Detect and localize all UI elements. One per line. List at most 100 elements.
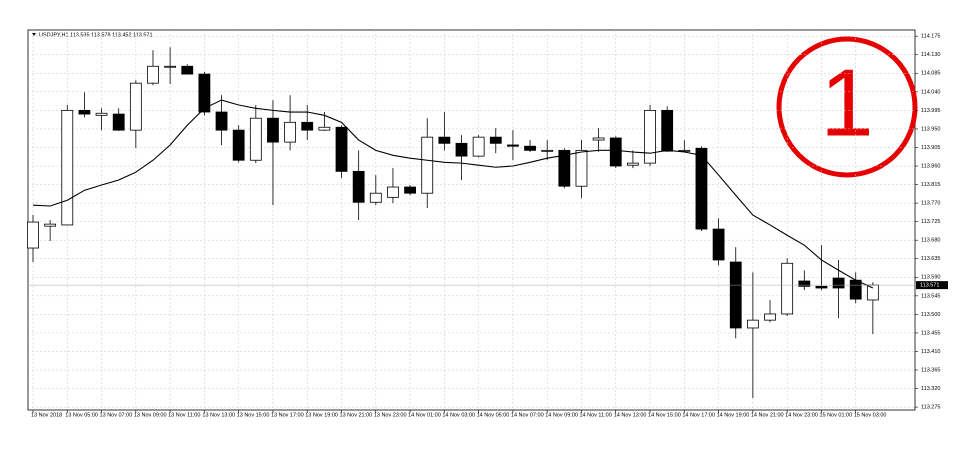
candle-body [284, 121, 297, 143]
candle-body [798, 280, 811, 287]
moving-average [32, 99, 874, 289]
menu-icon [32, 33, 36, 36]
x-tick-label: 14 Nov 07:00 [511, 412, 544, 418]
y-tick-label: 114.085 [921, 71, 940, 77]
candle-body [267, 117, 279, 143]
x-tick-label: 13 Nov 23:00 [374, 412, 407, 418]
candle-body [832, 277, 845, 289]
x-tick-label: 13 Nov 11:00 [168, 412, 200, 418]
x-tick-label: 13 Nov 17:00 [271, 412, 304, 418]
candle-body [609, 137, 622, 167]
x-tick-label: 14 Nov 01:00 [408, 412, 441, 418]
candle-body [472, 136, 485, 157]
candle-body [369, 192, 382, 203]
candle-body [404, 186, 416, 194]
x-tick-label: 15 Nov 03:00 [854, 412, 887, 418]
candle-body [129, 82, 142, 131]
candle-body [558, 149, 571, 187]
candle-body [95, 112, 108, 116]
x-tick-label: 13 Nov 13:00 [202, 412, 235, 418]
candle-body [815, 285, 828, 289]
y-tick-label: 113.860 [921, 163, 940, 169]
y-tick-label: 114.175 [921, 34, 940, 40]
candle-body [181, 65, 194, 75]
x-tick-label: 14 Nov 23:00 [785, 412, 818, 418]
y-tick-label: 113.680 [921, 238, 940, 244]
candle-body [866, 284, 879, 301]
y-tick-label: 113.320 [921, 386, 940, 392]
y-tick-label: 114.040 [921, 89, 940, 95]
candle-body [421, 136, 434, 194]
y-tick-label: 113.995 [921, 108, 940, 114]
price-tag [916, 281, 948, 290]
candle-body [112, 113, 125, 131]
candle-body [507, 144, 519, 147]
candle-body [592, 137, 605, 141]
candle-body [661, 109, 674, 152]
candle-body [301, 121, 314, 131]
x-tick-label: 13 Nov 2018 [31, 412, 62, 418]
x-tick-label: 13 Nov 05:00 [65, 412, 98, 418]
candle-body [215, 111, 228, 131]
x-tick-label: 13 Nov 15:00 [237, 412, 270, 418]
candle-body [232, 129, 245, 161]
candle-body [746, 319, 759, 329]
candle-body [678, 149, 691, 152]
candle-body [575, 149, 588, 187]
x-tick-label: 14 Nov 15:00 [648, 412, 681, 418]
x-tick-label: 14 Nov 11:00 [579, 412, 611, 418]
candle-body [147, 65, 159, 84]
candle-body [335, 126, 348, 172]
candle-body [541, 149, 554, 152]
candle-body [729, 261, 742, 329]
x-tick-label: 15 Nov 01:00 [819, 412, 852, 418]
candle-body [627, 162, 639, 166]
candle-body [198, 73, 211, 113]
candle-body [438, 136, 451, 144]
y-tick-label: 113.905 [921, 145, 940, 151]
x-tick-label: 13 Nov 19:00 [305, 412, 338, 418]
candle-body [318, 126, 331, 131]
y-tick-label: 113.815 [921, 182, 940, 188]
candle-body [27, 221, 39, 249]
candle-body [764, 313, 776, 321]
x-tick-label: 14 Nov 13:00 [614, 412, 647, 418]
candle-body [695, 147, 708, 230]
x-tick-label: 13 Nov 09:00 [134, 412, 167, 418]
candle-body [352, 170, 365, 203]
x-tick-label: 14 Nov 19:00 [717, 412, 750, 418]
y-tick-label: 113.275 [921, 405, 940, 411]
y-tick-label: 113.500 [921, 312, 940, 318]
candle-body [781, 262, 794, 315]
y-tick-label: 113.545 [921, 293, 940, 299]
y-tick-label: 113.725 [921, 219, 940, 225]
chart-header: USDJPY,H1 113.535 113.578 113.452 113.57… [39, 32, 153, 38]
x-tick-label: 13 Nov 07:00 [100, 412, 133, 418]
y-tick-label: 113.635 [921, 256, 940, 262]
candle-body [387, 186, 399, 198]
annotation-circle [776, 36, 918, 178]
candle-body [524, 145, 536, 151]
candle-body [61, 109, 74, 226]
candle-body [249, 117, 262, 161]
x-tick-label: 14 Nov 17:00 [682, 412, 715, 418]
annotation: 1 [820, 49, 873, 156]
y-tick-label: 113.365 [921, 367, 940, 373]
candle-body [78, 109, 91, 115]
y-tick-label: 113.410 [921, 349, 940, 355]
y-tick-label: 113.455 [921, 330, 940, 336]
x-tick-label: 14 Nov 09:00 [545, 412, 578, 418]
candle-body [455, 142, 468, 157]
candle-body [644, 109, 656, 164]
x-tick-label: 14 Nov 21:00 [751, 412, 784, 418]
candle-body [164, 65, 177, 68]
price-label: 113.571 [920, 283, 939, 289]
y-tick-label: 113.770 [921, 201, 940, 207]
y-tick-label: 113.590 [921, 275, 940, 281]
x-tick-label: 14 Nov 05:00 [477, 412, 510, 418]
y-tick-label: 114.130 [921, 52, 940, 58]
candle-body [489, 136, 502, 144]
x-tick-label: 14 Nov 03:00 [442, 412, 475, 418]
x-tick-label: 13 Nov 21:00 [340, 412, 373, 418]
